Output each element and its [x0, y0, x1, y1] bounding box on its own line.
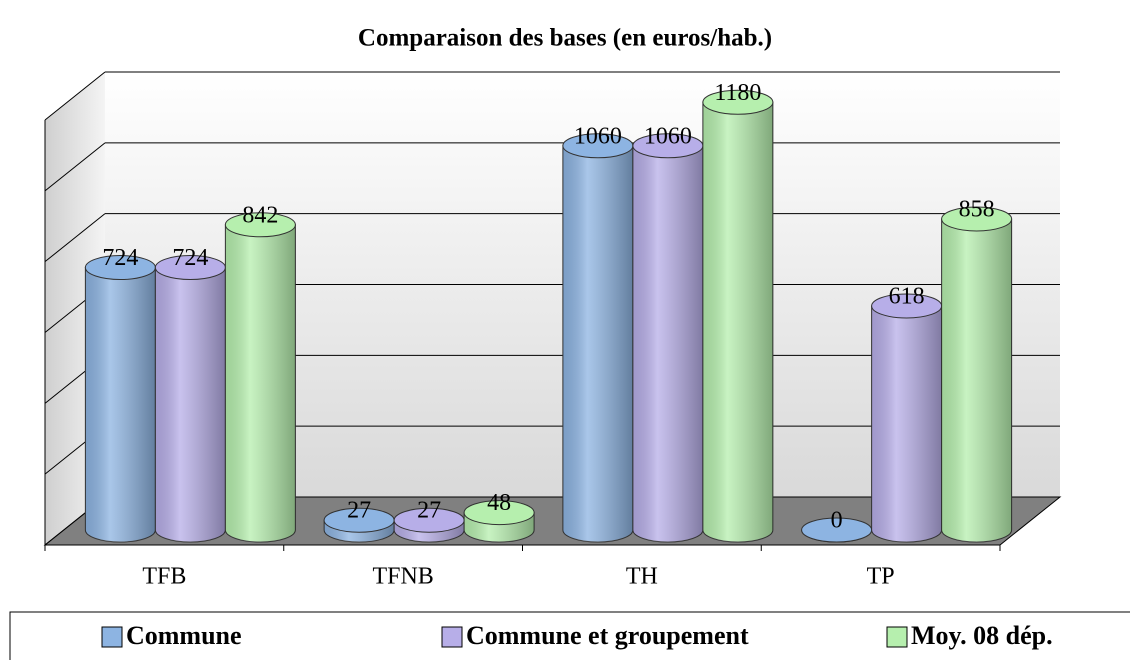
bar-shading: [85, 267, 156, 542]
grid-line: [44, 71, 106, 121]
legend-swatch: [441, 626, 463, 648]
bar-shading: [941, 218, 1012, 542]
value-label: 0: [831, 508, 843, 534]
bar-top: [702, 89, 774, 115]
value-label: 858: [959, 196, 995, 222]
bar-shading: [871, 305, 942, 542]
bar-shading: [562, 145, 633, 542]
bar-top: [224, 212, 296, 238]
x-tick-label: TP: [867, 564, 895, 590]
bar-shading: [155, 267, 226, 542]
legend-label: Moy. 08 dép.: [911, 621, 1053, 650]
x-tick-label: TFNB: [372, 564, 433, 590]
legend-swatch: [886, 626, 908, 648]
bar-shading: [702, 102, 773, 542]
chart-title: Comparaison des bases (en euros/hab.): [358, 25, 772, 52]
value-label: 1060: [644, 123, 692, 149]
bar-shading: [225, 224, 296, 542]
grid-line: [44, 213, 106, 263]
value-label: 842: [242, 202, 278, 228]
value-label: 27: [347, 498, 371, 524]
value-label: 48: [487, 490, 511, 516]
x-tick-label: TH: [626, 564, 658, 590]
x-tick-label: TFB: [142, 564, 186, 590]
bar-shading: [632, 145, 703, 542]
value-label: 724: [102, 245, 138, 271]
bar-top: [463, 500, 535, 526]
value-label: 27: [417, 498, 441, 524]
grid-line: [44, 142, 106, 192]
value-label: 1180: [714, 80, 761, 106]
value-label: 1060: [574, 123, 622, 149]
legend-label: Commune et groupement: [466, 621, 749, 650]
value-label: 724: [172, 245, 208, 271]
bar-top: [941, 206, 1013, 232]
legend-swatch: [101, 626, 123, 648]
value-label: 618: [889, 283, 925, 309]
legend-item: Moy. 08 dép.: [886, 621, 1053, 650]
legend-box: [9, 611, 1130, 660]
legend-label: Commune: [126, 621, 242, 650]
legend-item: Commune: [101, 621, 242, 650]
legend-item: Commune et groupement: [441, 621, 749, 650]
